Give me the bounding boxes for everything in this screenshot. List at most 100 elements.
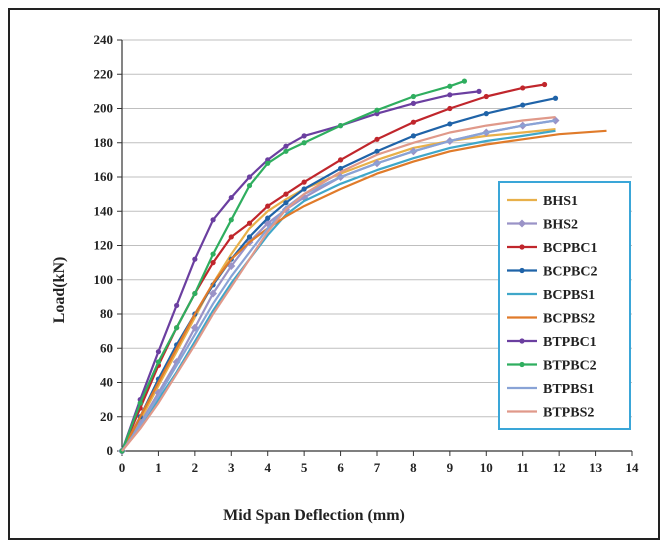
x-tick-label-11: 11 (517, 460, 529, 475)
legend-item-BCPBS2: BCPBS2 (507, 312, 595, 327)
legend-marker-BTPBC1 (519, 338, 525, 344)
point-BCPBC1-14 (447, 105, 453, 112)
point-BTPBC2-14 (447, 83, 453, 89)
series-BTPBC2 (119, 78, 468, 454)
point-BCPBC2-13 (410, 133, 417, 139)
y-tick-label-10: 200 (94, 101, 114, 116)
point-BCPBC1-7 (246, 220, 253, 226)
series-line-BCPBC1 (120, 83, 545, 452)
legend-label-BTPBC1: BTPBC1 (543, 335, 597, 350)
point-BTPBC2-2 (155, 359, 162, 365)
point-BTPBC2-15 (461, 78, 468, 84)
point-BCPBC2-9 (283, 200, 289, 206)
series-line-BCPBS2 (121, 129, 607, 452)
point-BTPBC1-3 (174, 302, 180, 309)
point-BCPBC1-6 (228, 234, 234, 240)
legend-item-BHS2: BHS2 (507, 218, 578, 233)
point-BCPBC2-12 (374, 148, 380, 154)
y-tick-label-7: 140 (94, 203, 114, 218)
point-BTPBC1-15 (476, 88, 482, 94)
point-BCPBC1-9 (283, 191, 289, 197)
legend-marker-BCPBC1 (519, 244, 525, 250)
series-BTPBS2 (121, 116, 556, 452)
point-BTPBC1-13 (410, 100, 417, 106)
y-tick-label-1: 20 (100, 409, 113, 424)
point-BCPBC1-16 (520, 85, 526, 91)
point-BTPBC2-12 (374, 107, 380, 113)
legend-label-BTPBC2: BTPBC2 (543, 359, 597, 374)
point-BCPBC2-7 (246, 234, 253, 240)
point-BCPBC1-13 (410, 119, 417, 125)
point-BCPBC1-17 (541, 81, 548, 88)
legend-marker-BHS2 (518, 219, 526, 228)
point-BTPBC2-4 (192, 290, 198, 297)
y-tick-label-0: 0 (107, 443, 114, 458)
series-line-BCPBC2 (121, 97, 556, 452)
x-tick-label-0: 0 (119, 460, 126, 475)
legend-item-BTPBS2: BTPBS2 (507, 406, 594, 421)
series-line-BTPBC2 (120, 80, 465, 452)
series-BTPBS1 (121, 119, 556, 452)
point-BCPBC2-10 (301, 186, 307, 192)
legend-item-BCPBC2: BCPBC2 (507, 265, 597, 280)
x-tick-label-4: 4 (264, 460, 271, 475)
legend-marker-BCPBC2 (519, 267, 525, 274)
legend-item-BCPBC1: BCPBC1 (507, 241, 597, 256)
legend-label-BTPBS2: BTPBS2 (543, 406, 594, 421)
point-BCPBC1-11 (337, 157, 344, 163)
legend-label-BCPBS2: BCPBS2 (543, 312, 595, 327)
y-tick-label-12: 240 (94, 32, 114, 47)
point-BCPBC2-8 (265, 215, 271, 221)
point-BHS2-17 (551, 116, 560, 125)
series-line-BTPBC1 (120, 90, 480, 452)
legend-label-BCPBC2: BCPBC2 (543, 265, 597, 280)
point-BCPBC2-14 (447, 121, 453, 127)
point-BTPBC2-8 (265, 160, 271, 166)
point-BTPBC1-7 (246, 174, 253, 180)
series-BCPBC1 (119, 81, 548, 454)
point-BTPBC1-4 (192, 256, 198, 262)
y-tick-label-11: 220 (94, 66, 114, 81)
x-tick-label-14: 14 (626, 460, 640, 475)
point-BTPBC1-14 (447, 92, 453, 98)
point-BCPBC2-11 (337, 165, 344, 172)
legend-label-BTPBS1: BTPBS1 (543, 382, 594, 397)
x-tick-label-10: 10 (480, 460, 493, 475)
y-tick-label-3: 60 (100, 340, 113, 355)
point-BTPBC1-6 (228, 194, 234, 201)
y-tick-label-2: 40 (100, 375, 113, 390)
x-tick-label-8: 8 (410, 460, 417, 475)
x-tick-label-2: 2 (192, 460, 199, 475)
legend-marker-BTPBC2 (519, 361, 525, 368)
point-BCPBC1-8 (265, 203, 271, 209)
point-BTPBC2-5 (210, 251, 216, 257)
point-BCPBC2-15 (483, 111, 489, 117)
y-axis-title: Load(kN) (51, 257, 68, 324)
point-BTPBC2-13 (410, 93, 417, 100)
x-tick-label-9: 9 (447, 460, 454, 475)
point-BCPBC2-16 (520, 102, 526, 108)
x-tick-label-13: 13 (589, 460, 603, 475)
point-BTPBC1-10 (301, 133, 307, 139)
y-tick-label-9: 180 (94, 135, 114, 150)
point-BCPBC1-5 (210, 260, 216, 266)
point-BHS2-6 (227, 262, 236, 271)
x-tick-label-12: 12 (553, 460, 566, 475)
x-tick-label-5: 5 (301, 460, 308, 475)
series-lines (118, 78, 607, 455)
y-tick-label-4: 80 (100, 306, 113, 321)
legend-item-BHS1: BHS1 (507, 194, 578, 209)
legend-label-BCPBS1: BCPBS1 (543, 288, 595, 303)
legend-item-BTPBC2: BTPBC2 (507, 359, 597, 374)
legend-label-BCPBC1: BCPBC1 (543, 241, 597, 256)
series-BCPBS2 (121, 129, 607, 452)
point-BTPBC2-3 (174, 325, 180, 331)
series-line-BTPBS1 (121, 119, 556, 452)
point-BCPBC1-12 (374, 136, 380, 142)
legend: BHS1 BHS2 BCPBC1 BCPBC2 BCPBS1 BCPBS2 BTPBC1 BT… (498, 181, 631, 430)
point-BTPBC1-5 (210, 217, 216, 223)
x-tick-label-3: 3 (228, 460, 235, 475)
point-BCPBC1-10 (301, 179, 307, 185)
